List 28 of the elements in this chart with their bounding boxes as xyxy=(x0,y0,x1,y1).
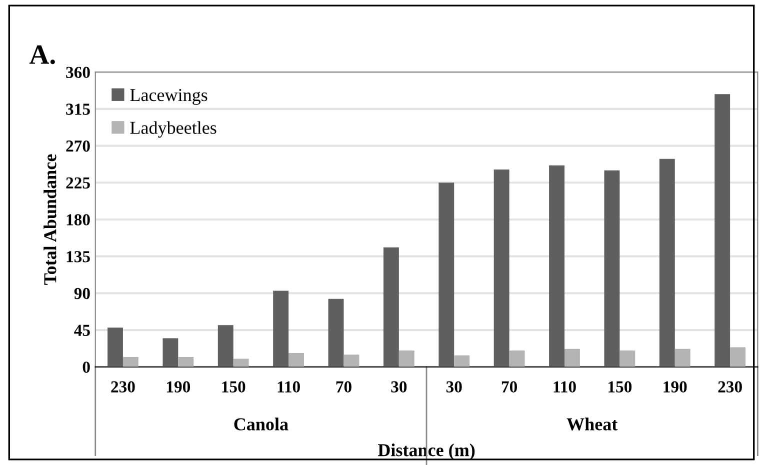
y-tick-label: 225 xyxy=(66,177,90,189)
y-axis-title: Total Abundance xyxy=(44,154,56,285)
y-tick-label: 0 xyxy=(82,362,90,373)
text: Canola xyxy=(234,418,288,430)
x-tick-label: 70 xyxy=(336,381,352,393)
y-tick-label: 360 xyxy=(66,66,90,78)
y-tick-label: 135 xyxy=(66,251,90,262)
x-tick-label: 150 xyxy=(608,381,632,393)
legend-label: Ladybeetles xyxy=(130,121,216,138)
legend-label: Lacewings xyxy=(130,89,208,105)
x-tick-label: 70 xyxy=(502,381,517,393)
y-tick-label: 180 xyxy=(66,214,90,226)
x-tick-label: 150 xyxy=(222,381,246,393)
y-tick-label: 45 xyxy=(74,324,90,336)
x-tick-label: 190 xyxy=(664,381,687,393)
x-tick-label: 30 xyxy=(391,381,407,393)
x-tick-label: 230 xyxy=(111,381,135,393)
x-tick-label: 190 xyxy=(166,381,190,393)
x-axis-title: Distance (m) xyxy=(378,444,475,460)
text: Wheat xyxy=(566,418,618,430)
y-tick-label: 90 xyxy=(74,288,90,300)
chart-title: A. xyxy=(29,45,55,64)
x-tick-label: 110 xyxy=(278,381,300,393)
x-tick-label: 30 xyxy=(446,381,462,393)
x-tick-label: 230 xyxy=(718,381,742,393)
y-tick-label: 270 xyxy=(66,140,90,152)
x-tick-label: 110 xyxy=(554,381,576,393)
y-tick-label: 315 xyxy=(66,104,90,115)
